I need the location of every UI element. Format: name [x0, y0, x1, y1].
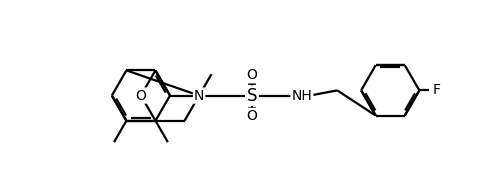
Text: N: N	[194, 89, 204, 103]
Text: S: S	[247, 87, 258, 105]
Text: F: F	[433, 83, 441, 97]
Text: NH: NH	[292, 89, 312, 103]
Text: O: O	[246, 68, 258, 82]
Text: O: O	[136, 89, 146, 103]
Text: O: O	[246, 109, 258, 123]
